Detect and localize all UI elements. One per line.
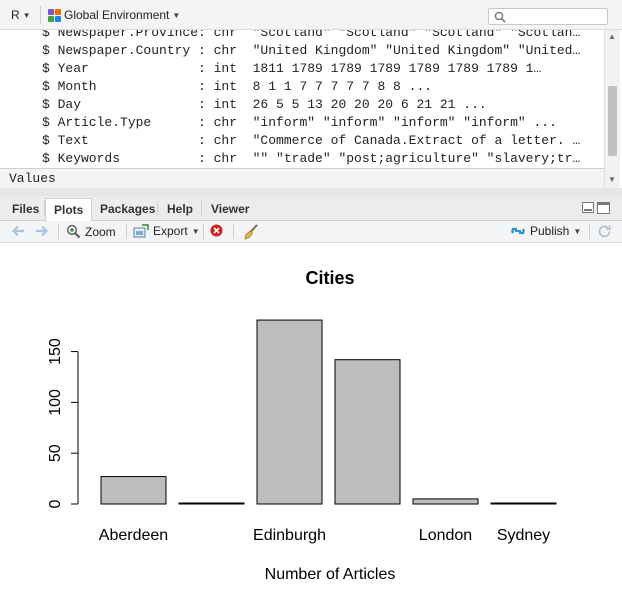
pane-window-controls bbox=[582, 202, 610, 214]
scrollbar-thumb[interactable] bbox=[608, 86, 617, 156]
tab-divider bbox=[201, 201, 202, 215]
environment-label: Global Environment bbox=[64, 8, 170, 22]
bar bbox=[490, 502, 557, 505]
chevron-down-icon: ▼ bbox=[172, 10, 181, 20]
zoom-button[interactable]: Zoom bbox=[66, 224, 116, 239]
x-axis-label: Number of Articles bbox=[265, 566, 396, 583]
tab-packages[interactable]: Packages bbox=[100, 202, 156, 216]
maximize-pane-icon[interactable] bbox=[597, 202, 610, 214]
environment-icon bbox=[48, 8, 61, 22]
bar bbox=[178, 502, 245, 505]
clear-plots-button[interactable] bbox=[243, 224, 259, 240]
toolbar-divider bbox=[589, 224, 590, 239]
env-row: $ Newspaper.Province: chr "Scotland" "Sc… bbox=[42, 30, 581, 40]
y-tick-label: 100 bbox=[47, 389, 64, 416]
env-row: $ Keywords : chr "" "trade" "post;agricu… bbox=[42, 151, 581, 166]
chevron-down-icon: ▼ bbox=[573, 226, 582, 236]
refresh-button[interactable] bbox=[597, 224, 612, 239]
export-button[interactable]: Export ▼ bbox=[133, 224, 200, 238]
zoom-label: Zoom bbox=[85, 224, 116, 239]
tab-help[interactable]: Help bbox=[167, 202, 194, 216]
y-tick-label: 150 bbox=[47, 338, 64, 365]
tab-bar: Files Plots Packages Help Viewer bbox=[0, 196, 622, 222]
minimize-pane-icon[interactable] bbox=[582, 202, 594, 213]
environment-toolbar: R ▼ Global Environment ▼ bbox=[0, 0, 622, 30]
env-row: $ Day : int 26 5 5 13 20 20 20 6 21 21 .… bbox=[42, 97, 487, 112]
values-label: Values bbox=[9, 171, 56, 186]
chevron-down-icon: ▼ bbox=[22, 10, 31, 20]
environment-scrollbar[interactable]: ▲ ▼ bbox=[604, 30, 620, 188]
remove-plot-button[interactable] bbox=[210, 224, 223, 237]
tab-plots[interactable]: Plots bbox=[45, 198, 93, 222]
chevron-down-icon: ▼ bbox=[191, 226, 200, 236]
category-label: London bbox=[419, 527, 472, 544]
bar bbox=[412, 498, 479, 505]
tab-divider bbox=[44, 201, 45, 215]
bar bbox=[256, 319, 323, 505]
values-section-header[interactable]: Values bbox=[0, 168, 604, 188]
toolbar-divider bbox=[40, 6, 41, 24]
env-row: $ Article.Type : chr "inform" "inform" "… bbox=[42, 115, 557, 130]
export-icon bbox=[133, 224, 149, 238]
delete-icon bbox=[210, 224, 223, 237]
publish-icon bbox=[511, 227, 525, 235]
category-label: Edinburgh bbox=[253, 527, 326, 544]
environment-select[interactable]: Global Environment ▼ bbox=[48, 8, 180, 22]
toolbar-divider bbox=[58, 224, 59, 239]
export-label: Export bbox=[153, 224, 188, 238]
bar-chart: Cities Aberdeen Edinburgh London Sydney 0 50 10… bbox=[47, 268, 557, 583]
search-icon bbox=[494, 11, 506, 23]
language-select[interactable]: R ▼ bbox=[11, 8, 31, 22]
zoom-icon bbox=[66, 224, 81, 239]
bar bbox=[100, 476, 167, 505]
scroll-down-icon[interactable]: ▼ bbox=[608, 175, 616, 184]
scroll-up-icon[interactable]: ▲ bbox=[608, 32, 616, 41]
y-tick-label: 50 bbox=[47, 444, 64, 462]
toolbar-divider bbox=[126, 224, 127, 239]
env-row: $ Year : int 1811 1789 1789 1789 1789 17… bbox=[42, 61, 542, 76]
tab-divider bbox=[157, 201, 158, 215]
plot-viewer: Cities Aberdeen Edinburgh London Sydney 0 50 10… bbox=[0, 243, 622, 608]
broom-icon bbox=[244, 224, 258, 240]
toolbar-divider bbox=[203, 224, 204, 239]
environment-search-input[interactable] bbox=[488, 8, 608, 25]
plot-toolbar: Zoom Export ▼ bbox=[0, 221, 622, 243]
environment-pane: R ▼ Global Environment ▼ $ Newspaper.Pro… bbox=[0, 0, 622, 188]
back-arrow-icon[interactable] bbox=[10, 224, 26, 238]
tab-files[interactable]: Files bbox=[12, 202, 40, 216]
pane-splitter[interactable] bbox=[0, 188, 622, 196]
publish-label: Publish bbox=[530, 224, 570, 238]
env-row: $ Month : int 8 1 1 7 7 7 7 7 8 8 ... bbox=[42, 79, 433, 94]
category-label: Sydney bbox=[497, 527, 550, 544]
environment-structure-list: $ Newspaper.Province: chr "Scotland" "Sc… bbox=[0, 30, 604, 168]
language-label: R bbox=[11, 8, 20, 22]
chart-title: Cities bbox=[305, 268, 354, 288]
refresh-icon bbox=[598, 225, 611, 238]
tab-viewer[interactable]: Viewer bbox=[211, 202, 250, 216]
toolbar-divider bbox=[233, 224, 234, 239]
y-tick-label: 0 bbox=[47, 499, 64, 508]
env-row: $ Text : chr "Commerce of Canada.Extract… bbox=[42, 133, 581, 148]
bar bbox=[334, 359, 401, 505]
category-label: Aberdeen bbox=[99, 527, 168, 544]
plots-pane: Files Plots Packages Help Viewer Zoom bbox=[0, 196, 622, 608]
forward-arrow-icon[interactable] bbox=[34, 224, 50, 238]
env-row: $ Newspaper.Country : chr "United Kingdo… bbox=[42, 43, 581, 58]
publish-button[interactable]: Publish ▼ bbox=[510, 224, 581, 238]
